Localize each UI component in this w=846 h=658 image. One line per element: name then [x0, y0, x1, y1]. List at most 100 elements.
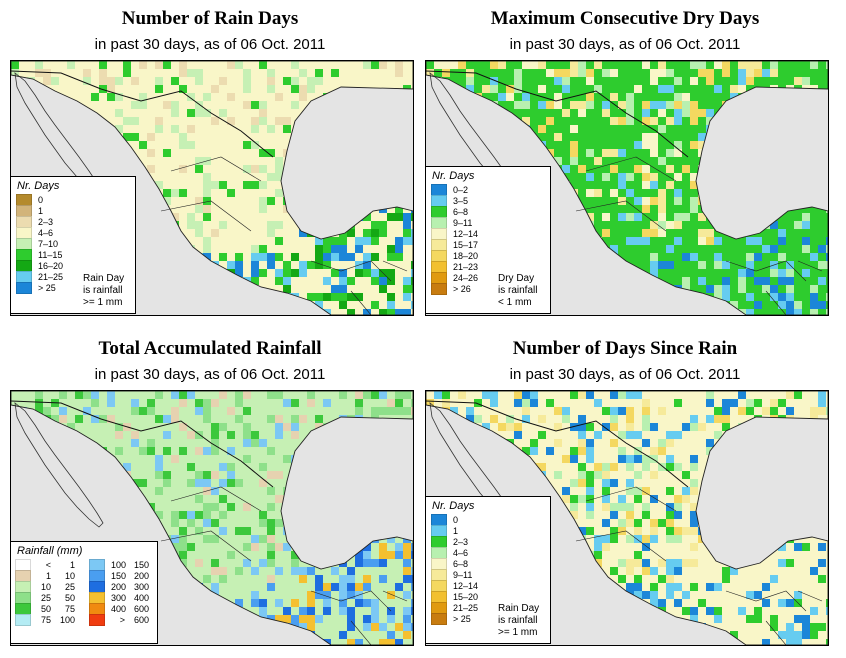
- legend-item: 18–20: [431, 249, 550, 262]
- legend-label: 3–5: [453, 195, 469, 206]
- admin-boundary: [310, 260, 392, 282]
- legend-range-low: 400: [111, 603, 127, 614]
- legend-range-high: 400: [133, 592, 149, 603]
- panel-rain-days: Number of Rain Days in past 30 days, as …: [0, 0, 420, 320]
- admin-boundary: [575, 530, 667, 562]
- rainfall-legend: Rainfall (mm) <1 100 150 1 10 150 200 10 25 200 30…: [10, 541, 158, 644]
- admin-boundary: [170, 486, 262, 512]
- legend-label: 1: [453, 525, 459, 536]
- legend-item: 25 50: [15, 591, 83, 604]
- legend-item: 12–14: [431, 227, 550, 240]
- legend-range-high: 100: [59, 614, 75, 625]
- admin-boundary: [797, 260, 823, 272]
- legend-item: 100 150: [89, 558, 157, 571]
- panel-title: Number of Rain Days: [121, 8, 299, 29]
- legend-range-low: 300: [111, 592, 127, 603]
- legend-label: 0: [453, 514, 459, 525]
- legend-range-low: 50: [40, 603, 51, 614]
- legend-item: 9–11: [431, 568, 550, 581]
- legend-label: 4–6: [453, 547, 469, 558]
- legend-label: 0–2: [453, 184, 469, 195]
- panel-title: Total Accumulated Rainfall: [98, 338, 322, 359]
- legend-swatch: [431, 612, 447, 625]
- admin-boundary: [160, 530, 252, 562]
- legend-label: 7–10: [38, 238, 59, 249]
- legend-swatch: [89, 613, 105, 626]
- legend-swatch: [431, 282, 447, 295]
- legend-label: 24–26: [453, 272, 479, 283]
- legend-item: 0–2: [431, 183, 550, 196]
- admin-boundary: [170, 156, 262, 182]
- legend-item: 10 25: [15, 580, 83, 593]
- legend-label: 11–15: [38, 249, 63, 260]
- legend-range-low: 1: [45, 570, 51, 581]
- legend-label: 2–3: [453, 536, 469, 547]
- panel-title: Number of Days Since Rain: [512, 338, 738, 359]
- legend-label: 12–14: [453, 228, 479, 239]
- legend-item: 2–3: [431, 535, 550, 548]
- legend-range-low: 10: [40, 581, 51, 592]
- legend-item: 6–8: [431, 205, 550, 218]
- admin-boundary: [160, 200, 252, 232]
- days-since-rain-legend: Nr. Days 0 1 2–3 4–6 6–8 9–11 12–14 15–20 21–25 >…: [425, 496, 551, 644]
- admin-boundary: [765, 290, 787, 315]
- admin-boundary: [765, 620, 787, 645]
- legend-range-low: 150: [111, 570, 127, 581]
- legend-item: 4–6: [431, 546, 550, 559]
- legend-item: 15–20: [431, 590, 550, 603]
- dry-days-legend: Nr. Days 0–2 3–5 6–8 9–11 12–14 15–17 18–20 21–…: [425, 166, 551, 314]
- legend-title: Nr. Days: [17, 180, 60, 192]
- us-mexico-border: [11, 400, 274, 488]
- panel-title: Maximum Consecutive Dry Days: [490, 8, 760, 29]
- panel-subtitle: in past 30 days, as of 06 Oct. 2011: [509, 366, 741, 383]
- legend-title: Nr. Days: [432, 170, 475, 182]
- legend-item: 300 400: [89, 591, 157, 604]
- legend-label: 2–3: [38, 216, 54, 227]
- legend-label: 21–25: [453, 602, 479, 613]
- legend-label: 16–20: [38, 260, 64, 271]
- us-mexico-border: [11, 70, 274, 158]
- admin-boundary: [797, 590, 823, 602]
- legend-item: 50 75: [15, 602, 83, 615]
- admin-boundary: [350, 620, 372, 645]
- legend-note: Rain Day is rainfall >= 1 mm: [498, 603, 540, 638]
- panel-total-rainfall: Total Accumulated Rainfall in past 30 da…: [0, 330, 420, 650]
- coastline: [426, 391, 828, 645]
- legend-label: > 25: [38, 282, 56, 293]
- legend-label: 4–6: [38, 227, 54, 238]
- panel-subtitle: in past 30 days, as of 06 Oct. 2011: [509, 36, 741, 53]
- legend-range-high: 1: [69, 559, 75, 570]
- legend-item: > 25: [431, 612, 550, 625]
- legend-item: > 25: [16, 281, 135, 294]
- legend-label: 9–11: [453, 569, 473, 580]
- legend-label: 1: [38, 205, 44, 216]
- legend-label: 6–8: [453, 558, 469, 569]
- legend-range-low: <: [45, 559, 51, 570]
- legend-item: 2–3: [16, 215, 135, 228]
- legend-item: 12–14: [431, 579, 550, 592]
- admin-boundary: [382, 590, 408, 602]
- legend-range-low: 25: [40, 592, 51, 603]
- legend-item: 400 600: [89, 602, 157, 615]
- legend-range-high: 10: [64, 570, 75, 581]
- admin-boundary: [310, 590, 392, 612]
- legend-item: 21–25: [431, 601, 550, 614]
- legend-label: 21–23: [453, 261, 479, 272]
- legend-label: 15–20: [453, 591, 479, 602]
- legend-item: 1: [431, 524, 550, 537]
- rain-days-legend: Nr. Days 0 1 2–3 4–6 7–10 11–15 16–20 21–25 > 25…: [10, 176, 136, 314]
- legend-item: 4–6: [16, 226, 135, 239]
- legend-range-high: 150: [133, 559, 149, 570]
- admin-boundary: [585, 486, 677, 512]
- us-mexico-border: [426, 400, 689, 488]
- admin-boundary: [350, 290, 372, 315]
- legend-item: 11–15: [16, 248, 135, 261]
- us-mexico-border: [426, 70, 689, 158]
- legend-item: 15–17: [431, 238, 550, 251]
- baja-outline: [14, 402, 104, 528]
- legend-item: 75 100: [15, 613, 83, 626]
- legend-label: 15–17: [453, 239, 479, 250]
- legend-label: 12–14: [453, 580, 479, 591]
- legend-title: Rainfall (mm): [17, 545, 83, 557]
- legend-note: Dry Day is rainfall < 1 mm: [498, 273, 538, 308]
